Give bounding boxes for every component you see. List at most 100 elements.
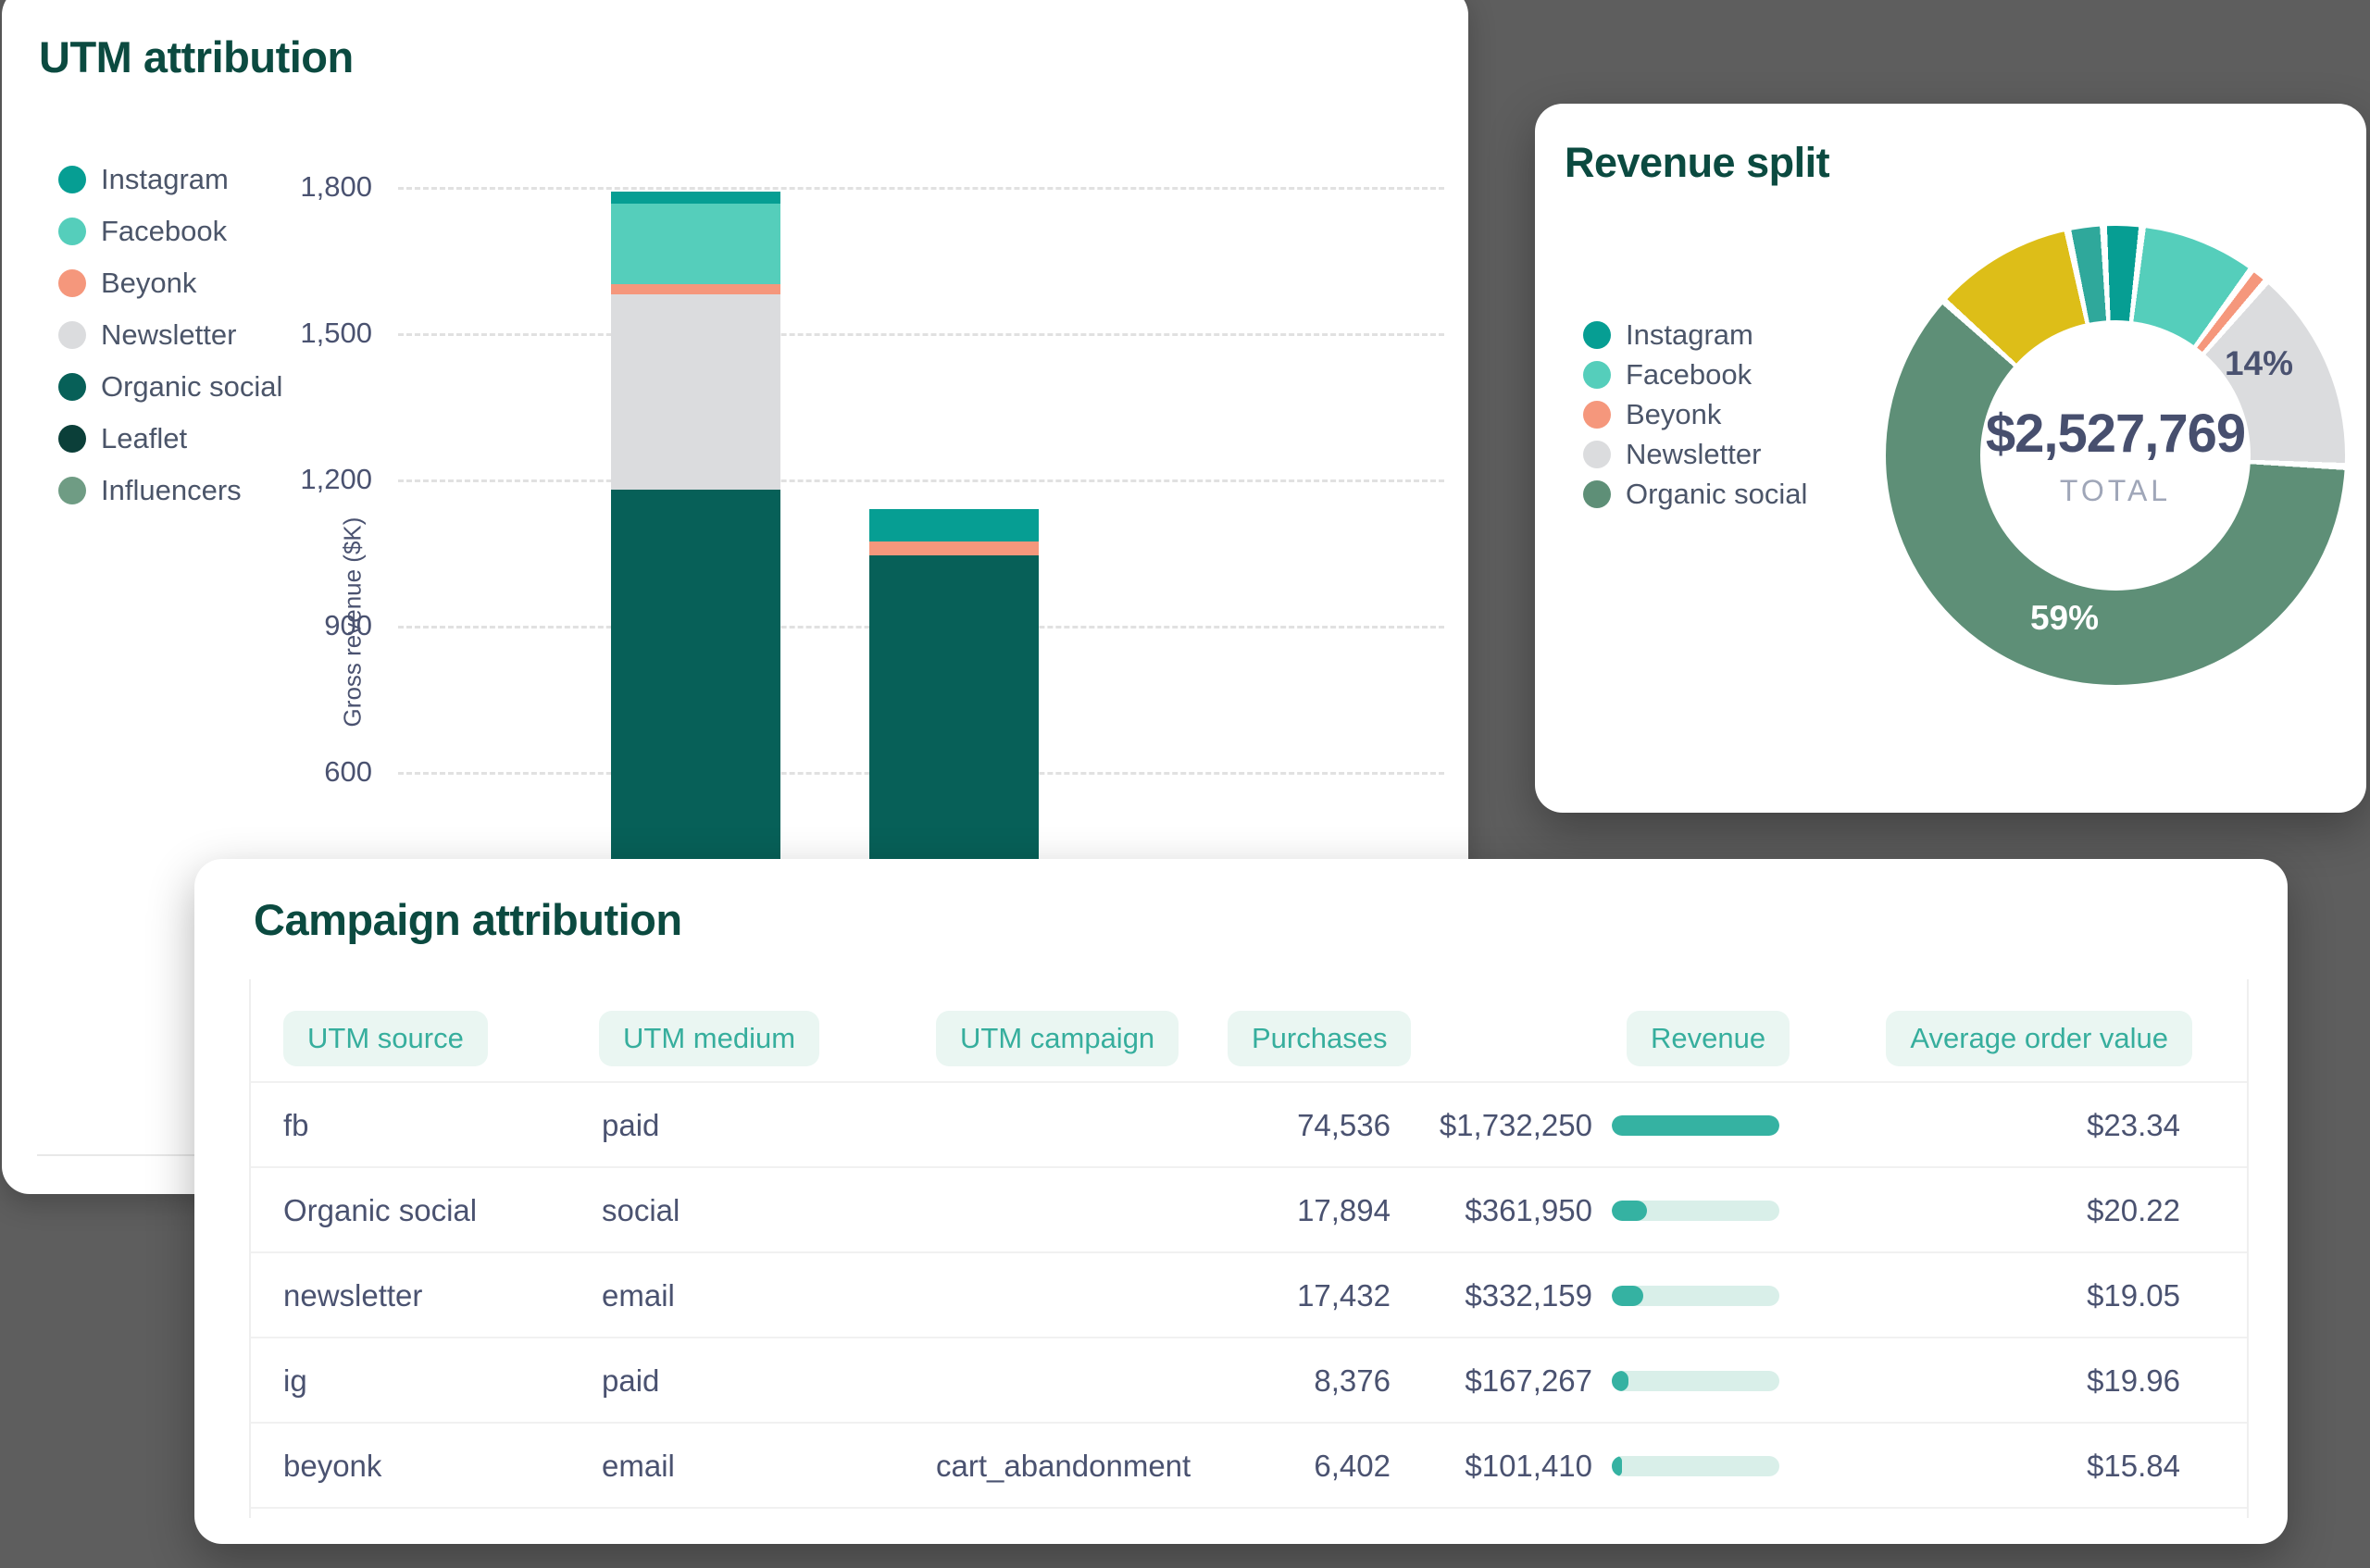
legend-dot-icon [58,166,86,193]
row-separator [251,1337,2247,1338]
bar-segment-beyonk[interactable] [611,284,780,294]
donut-total-value: $2,527,769 [1985,404,2246,464]
column-header-utm-source[interactable]: UTM source [283,1011,488,1066]
legend-item-organic-social[interactable]: Organic social [1583,474,1807,514]
revenue-split-legend: Instagram Facebook Beyonk Newsletter Organic… [1583,315,1807,514]
legend-item-beyonk[interactable]: Beyonk [58,257,282,309]
table-cell-medium: email [602,1449,675,1483]
legend-item-facebook[interactable]: Facebook [1583,355,1807,394]
column-header-average-order-value[interactable]: Average order value [1886,1011,2192,1066]
legend-dot-icon [1583,360,1611,389]
bar-segment-newsletter[interactable] [611,293,780,490]
table-cell-purchases: 8,376 [1314,1363,1391,1398]
legend-item-label: Newsletter [101,318,237,351]
legend-item-label: Instagram [101,163,229,195]
row-separator [251,1251,2247,1253]
column-header-purchases[interactable]: Purchases [1228,1011,1412,1066]
legend-item-organic-social[interactable]: Organic social [58,361,282,413]
bar-segment-instagram[interactable] [869,508,1039,542]
donut-slice-label: 59% [2029,599,2100,637]
table-cell-revenue: $167,267 [1465,1363,1592,1398]
table-cell-source: ig [283,1363,307,1398]
table-row: beyonk email cart_abandonment 6,402 $101,410… [251,1424,2247,1509]
table-cell-purchases: 17,432 [1297,1278,1391,1313]
table-cell-revenue: $1,732,250 [1439,1108,1592,1142]
table-cell-medium: paid [602,1363,660,1398]
row-separator [251,1507,2247,1509]
legend-item-label: Influencers [101,474,242,506]
column-header-utm-campaign[interactable]: UTM campaign [936,1011,1179,1066]
table-cell-medium: paid [602,1108,660,1142]
y-tick-label: 1,800 [300,170,372,203]
legend-item-label: Beyonk [101,267,197,299]
table-row: newsletter email 17,432 $332,159 $19.05 [251,1253,2247,1338]
row-separator [251,1422,2247,1424]
bar-segment-beyonk[interactable] [869,541,1039,555]
row-separator [251,1166,2247,1168]
legend-item-label: Organic social [1626,477,1808,510]
legend-item-label: Beyonk [1626,397,1722,430]
revenue-bar [1612,1115,1779,1136]
legend-item-facebook[interactable]: Facebook [58,205,282,257]
legend-item-instagram[interactable]: Instagram [1583,315,1807,355]
legend-item-newsletter[interactable]: Newsletter [58,309,282,361]
gridline [398,479,1444,482]
legend-item-beyonk[interactable]: Beyonk [1583,394,1807,434]
y-tick-label: 1,500 [300,317,372,349]
table-cell-aov: $15.84 [2087,1449,2180,1483]
y-tick-label: 1,200 [300,463,372,495]
table-cell-purchases: 74,536 [1297,1108,1391,1142]
legend-item-label: Leaflet [101,422,188,454]
legend-item-label: Organic social [101,370,283,403]
legend-item-label: Newsletter [1626,437,1762,470]
revenue-split-title: Revenue split [1565,139,1830,186]
table-cell-revenue: $361,950 [1465,1193,1592,1227]
legend-item-newsletter[interactable]: Newsletter [1583,434,1807,474]
donut-total-caption: TOTAL [2059,474,2172,507]
table-cell-purchases: 6,402 [1314,1449,1391,1483]
utm-bar-legend: Instagram Facebook Beyonk Newsletter Organic… [58,154,282,516]
campaign-attribution-table: UTM source UTM medium UTM campaign Purchase… [249,979,2249,1518]
table-cell-aov: $19.96 [2087,1363,2180,1398]
legend-dot-icon [58,425,86,453]
legend-item-label: Facebook [101,215,228,247]
header-separator [251,1081,2247,1083]
donut-center: $2,527,769 TOTAL [1980,320,2251,591]
table-cell-source: fb [283,1108,309,1142]
revenue-bar-fill [1612,1456,1622,1476]
campaign-attribution-title: Campaign attribution [254,895,682,944]
bar-segment-instagram[interactable] [611,192,780,205]
revenue-donut-chart[interactable]: $2,527,769 TOTAL 14% 59% [1886,226,2345,685]
utm-attribution-title: UTM attribution [39,32,354,81]
bar-segment-facebook[interactable] [611,204,780,285]
table-cell-source: newsletter [283,1278,423,1313]
table-cell-medium: email [602,1278,675,1313]
legend-dot-icon [1583,320,1611,349]
table-cell-source: Organic social [283,1193,478,1227]
revenue-bar-fill [1612,1286,1643,1306]
y-tick-label: 600 [324,755,372,788]
revenue-bar [1612,1201,1779,1221]
gridline [398,333,1444,336]
table-row: Organic social social 17,894 $361,950 $20.22 [251,1168,2247,1253]
table-cell-medium: social [602,1193,680,1227]
legend-dot-icon [58,218,86,245]
column-header-revenue[interactable]: Revenue [1627,1011,1790,1066]
table-cell-aov: $23.34 [2087,1108,2180,1142]
legend-dot-icon [58,373,86,401]
legend-item-leaflet[interactable]: Leaflet [58,413,282,465]
legend-item-label: Facebook [1626,357,1753,391]
y-tick-label: 900 [324,609,372,641]
legend-item-instagram[interactable]: Instagram [58,154,282,205]
legend-dot-icon [58,477,86,504]
revenue-bar-fill [1612,1201,1647,1221]
revenue-bar [1612,1286,1779,1306]
table-cell-source: beyonk [283,1449,382,1483]
revenue-bar-fill [1612,1115,1779,1136]
legend-item-influencers[interactable]: Influencers [58,465,282,516]
revenue-split-card: Revenue split Instagram Facebook Beyonk New… [1535,104,2366,813]
column-header-utm-medium[interactable]: UTM medium [599,1011,820,1066]
table-cell-purchases: 17,894 [1297,1193,1391,1227]
legend-dot-icon [1583,479,1611,508]
donut-slice-label: 14% [2224,344,2294,382]
